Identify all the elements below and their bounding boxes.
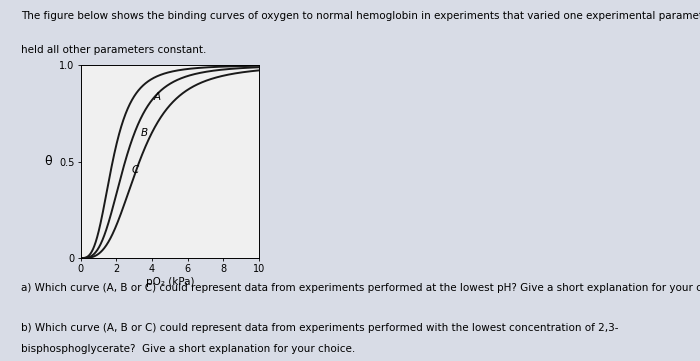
Y-axis label: θ: θ <box>44 155 52 168</box>
Text: C: C <box>132 165 139 175</box>
Text: A: A <box>154 92 161 102</box>
Text: B: B <box>140 129 148 138</box>
Text: held all other parameters constant.: held all other parameters constant. <box>21 45 206 55</box>
Text: The figure below shows the binding curves of oxygen to normal hemoglobin in expe: The figure below shows the binding curve… <box>21 11 700 21</box>
Text: a) Which curve (A, B or C) could represent data from experiments performed at th: a) Which curve (A, B or C) could represe… <box>21 283 700 293</box>
Text: bisphosphoglycerate?  Give a short explanation for your choice.: bisphosphoglycerate? Give a short explan… <box>21 344 355 354</box>
Text: b) Which curve (A, B or C) could represent data from experiments performed with : b) Which curve (A, B or C) could represe… <box>21 323 619 333</box>
X-axis label: pO₂ (kPa): pO₂ (kPa) <box>146 277 194 287</box>
